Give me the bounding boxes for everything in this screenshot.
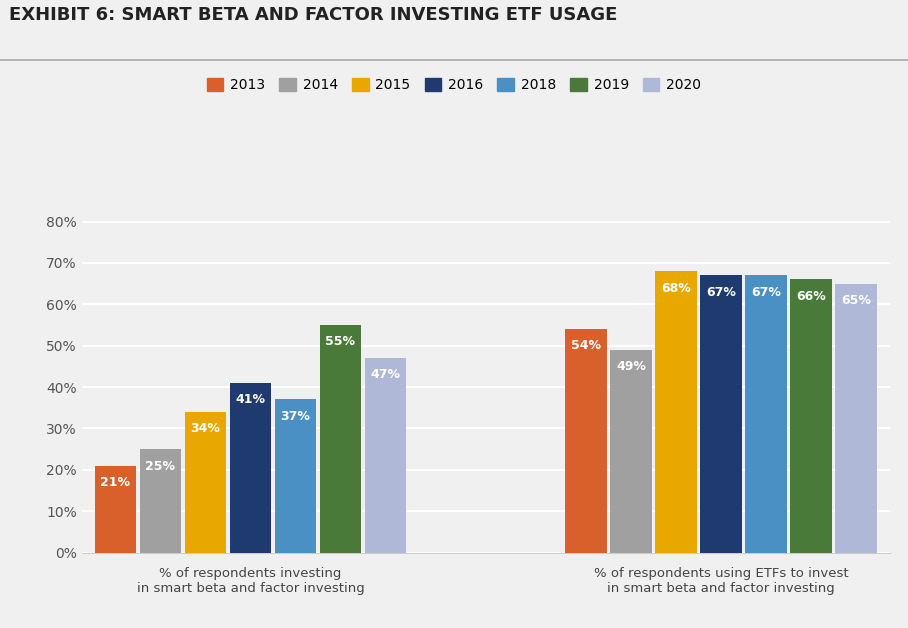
Bar <box>365 358 406 553</box>
Bar <box>835 284 877 553</box>
Bar <box>745 275 787 553</box>
Bar <box>140 449 182 553</box>
Text: 25%: 25% <box>145 460 175 472</box>
Text: 41%: 41% <box>235 393 265 406</box>
Text: 34%: 34% <box>191 422 221 435</box>
Text: 21%: 21% <box>101 476 131 489</box>
Bar <box>566 329 607 553</box>
Text: 68%: 68% <box>661 281 691 295</box>
Text: 65%: 65% <box>841 294 871 307</box>
Text: EXHIBIT 6: SMART BETA AND FACTOR INVESTING ETF USAGE: EXHIBIT 6: SMART BETA AND FACTOR INVESTI… <box>9 6 617 24</box>
Bar <box>94 466 136 553</box>
Bar <box>230 383 271 553</box>
Legend: 2013, 2014, 2015, 2016, 2018, 2019, 2020: 2013, 2014, 2015, 2016, 2018, 2019, 2020 <box>201 73 707 98</box>
Bar <box>275 399 316 553</box>
Bar <box>656 271 696 553</box>
Bar <box>790 279 832 553</box>
Bar <box>700 275 742 553</box>
Text: 54%: 54% <box>571 340 601 352</box>
Text: 66%: 66% <box>796 290 826 303</box>
Bar <box>184 412 226 553</box>
Bar <box>320 325 361 553</box>
Text: 67%: 67% <box>751 286 781 299</box>
Text: 47%: 47% <box>370 369 400 381</box>
Text: 37%: 37% <box>281 410 311 423</box>
Text: 55%: 55% <box>325 335 355 349</box>
Text: 49%: 49% <box>617 360 646 373</box>
Bar <box>610 350 652 553</box>
Text: 67%: 67% <box>706 286 736 299</box>
